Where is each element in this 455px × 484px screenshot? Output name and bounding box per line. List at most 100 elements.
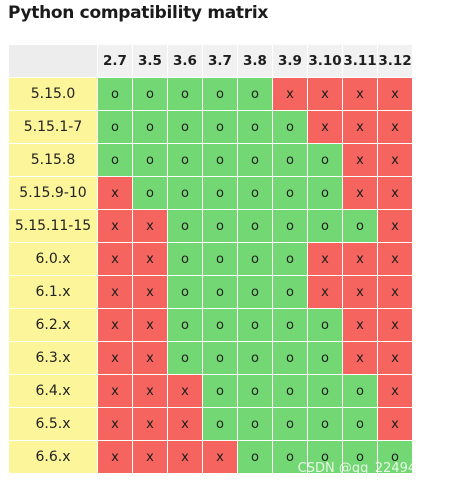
supported-cell: o: [97, 110, 133, 144]
supported-cell: o: [237, 275, 273, 309]
unsupported-cell: x: [97, 440, 133, 474]
page-title: Python compatibility matrix: [8, 3, 269, 23]
supported-cell: o: [237, 242, 273, 276]
supported-cell: o: [97, 143, 133, 177]
row-label: 5.15.1-7: [8, 110, 98, 144]
unsupported-cell: x: [97, 176, 133, 210]
header-row: 2.7 3.5 3.6 3.7 3.8 3.9 3.10 3.11 3.12: [8, 44, 413, 78]
supported-cell: o: [342, 209, 378, 243]
unsupported-cell: x: [97, 341, 133, 375]
supported-cell: o: [202, 110, 238, 144]
supported-cell: o: [132, 176, 168, 210]
column-header: 3.8: [237, 44, 273, 78]
supported-cell: o: [237, 209, 273, 243]
table-row: 5.15.0 o o o o o x x x x: [8, 77, 413, 111]
unsupported-cell: x: [377, 341, 413, 375]
table-row: 6.4.x x x x o o o o o x: [8, 374, 413, 408]
supported-cell: o: [132, 110, 168, 144]
corner-cell: [8, 44, 98, 78]
supported-cell: o: [167, 110, 203, 144]
unsupported-cell: x: [377, 176, 413, 210]
supported-cell: o: [272, 110, 308, 144]
supported-cell: o: [237, 143, 273, 177]
supported-cell: o: [237, 176, 273, 210]
unsupported-cell: x: [132, 275, 168, 309]
supported-cell: o: [167, 176, 203, 210]
unsupported-cell: x: [377, 308, 413, 342]
compatibility-matrix: 2.7 3.5 3.6 3.7 3.8 3.9 3.10 3.11 3.12 5…: [8, 44, 413, 474]
column-header: 3.5: [132, 44, 168, 78]
unsupported-cell: x: [342, 341, 378, 375]
unsupported-cell: x: [307, 77, 343, 111]
supported-cell: o: [272, 176, 308, 210]
unsupported-cell: x: [272, 77, 308, 111]
supported-cell: o: [202, 77, 238, 111]
unsupported-cell: x: [167, 374, 203, 408]
supported-cell: o: [237, 407, 273, 441]
column-header: 3.12: [377, 44, 413, 78]
unsupported-cell: x: [342, 143, 378, 177]
unsupported-cell: x: [167, 440, 203, 474]
supported-cell: o: [307, 440, 343, 474]
unsupported-cell: x: [97, 209, 133, 243]
supported-cell: o: [307, 143, 343, 177]
supported-cell: o: [167, 143, 203, 177]
column-header: 3.9: [272, 44, 308, 78]
unsupported-cell: x: [97, 407, 133, 441]
column-header: 2.7: [97, 44, 133, 78]
supported-cell: o: [307, 176, 343, 210]
supported-cell: o: [167, 242, 203, 276]
unsupported-cell: x: [307, 242, 343, 276]
supported-cell: o: [272, 374, 308, 408]
row-label: 5.15.8: [8, 143, 98, 177]
table-row: 5.15.8 o o o o o o o x x: [8, 143, 413, 177]
row-label: 5.15.0: [8, 77, 98, 111]
unsupported-cell: x: [132, 209, 168, 243]
unsupported-cell: x: [132, 407, 168, 441]
table-row: 5.15.11-15 x x o o o o o o x: [8, 209, 413, 243]
unsupported-cell: x: [342, 110, 378, 144]
supported-cell: o: [202, 341, 238, 375]
unsupported-cell: x: [97, 374, 133, 408]
supported-cell: o: [167, 77, 203, 111]
supported-cell: o: [272, 275, 308, 309]
supported-cell: o: [307, 308, 343, 342]
row-label: 6.1.x: [8, 275, 98, 309]
table-row: 6.1.x x x o o o o x x x: [8, 275, 413, 309]
row-label: 6.0.x: [8, 242, 98, 276]
unsupported-cell: x: [377, 242, 413, 276]
unsupported-cell: x: [132, 341, 168, 375]
supported-cell: o: [202, 407, 238, 441]
table-row: 6.3.x x x o o o o o x x: [8, 341, 413, 375]
unsupported-cell: x: [342, 176, 378, 210]
row-label: 5.15.9-10: [8, 176, 98, 210]
table-row: 5.15.1-7 o o o o o o x x x: [8, 110, 413, 144]
supported-cell: o: [307, 341, 343, 375]
supported-cell: o: [167, 341, 203, 375]
row-label: 6.4.x: [8, 374, 98, 408]
supported-cell: o: [272, 143, 308, 177]
supported-cell: o: [237, 374, 273, 408]
supported-cell: o: [237, 440, 273, 474]
unsupported-cell: x: [132, 440, 168, 474]
row-label: 6.3.x: [8, 341, 98, 375]
supported-cell: o: [167, 308, 203, 342]
row-label: 5.15.11-15: [8, 209, 98, 243]
supported-cell: o: [307, 407, 343, 441]
unsupported-cell: x: [307, 275, 343, 309]
row-label: 6.5.x: [8, 407, 98, 441]
unsupported-cell: x: [377, 374, 413, 408]
supported-cell: o: [167, 275, 203, 309]
unsupported-cell: x: [342, 242, 378, 276]
supported-cell: o: [132, 77, 168, 111]
unsupported-cell: x: [167, 407, 203, 441]
supported-cell: o: [272, 407, 308, 441]
supported-cell: o: [272, 440, 308, 474]
supported-cell: o: [97, 77, 133, 111]
supported-cell: o: [272, 209, 308, 243]
unsupported-cell: x: [307, 110, 343, 144]
unsupported-cell: x: [97, 275, 133, 309]
supported-cell: o: [342, 407, 378, 441]
supported-cell: o: [237, 77, 273, 111]
supported-cell: o: [202, 143, 238, 177]
